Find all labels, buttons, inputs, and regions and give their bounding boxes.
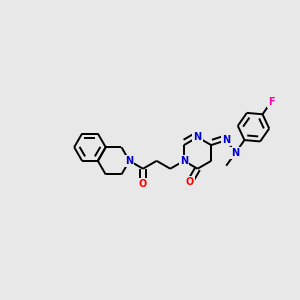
Text: F: F — [268, 97, 274, 107]
Text: N: N — [180, 156, 188, 166]
Text: N: N — [194, 132, 202, 142]
Text: N: N — [231, 148, 239, 158]
Text: N: N — [125, 156, 134, 166]
Text: O: O — [186, 177, 194, 188]
Text: N: N — [222, 135, 230, 145]
Text: O: O — [139, 179, 147, 190]
